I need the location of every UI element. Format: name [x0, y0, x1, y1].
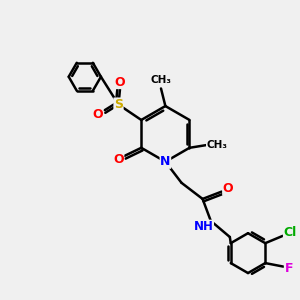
Text: O: O — [115, 76, 125, 88]
Text: NH: NH — [194, 220, 213, 233]
Text: S: S — [114, 98, 123, 111]
Text: Cl: Cl — [284, 226, 297, 239]
Text: O: O — [113, 153, 124, 166]
Text: O: O — [92, 108, 103, 121]
Text: CH₃: CH₃ — [206, 140, 227, 150]
Text: F: F — [284, 262, 293, 275]
Text: N: N — [160, 155, 171, 168]
Text: CH₃: CH₃ — [151, 75, 172, 85]
Text: O: O — [223, 182, 233, 195]
